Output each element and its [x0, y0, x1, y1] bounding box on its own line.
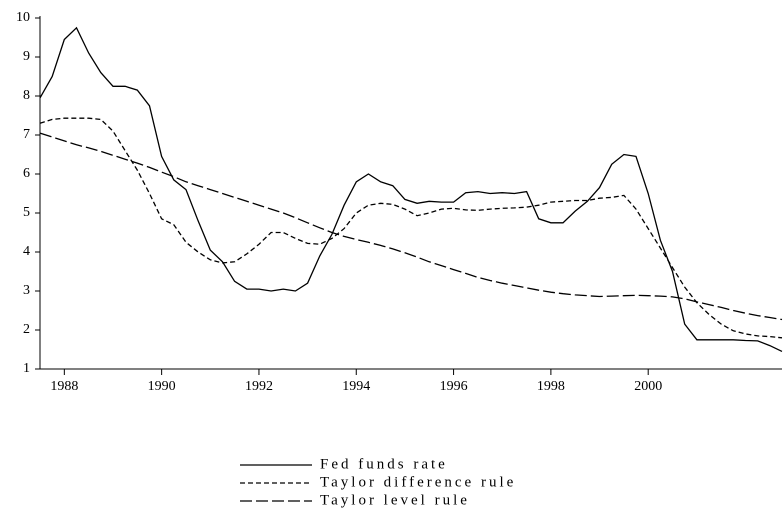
series-line: [39, 117, 783, 339]
y-tick-label: 2: [23, 322, 30, 337]
x-tick-label: 1988: [50, 379, 78, 394]
series-line: [39, 132, 783, 321]
x-tick-label: 2000: [634, 379, 662, 394]
y-tick-label: 1: [23, 361, 30, 376]
x-tick-label: 1996: [440, 379, 468, 394]
y-tick-label: 4: [23, 244, 30, 259]
y-tick-label: 9: [23, 49, 30, 64]
y-tick-label: 5: [23, 205, 30, 220]
x-tick-label: 1992: [245, 379, 273, 394]
y-tick-label: 6: [23, 166, 30, 181]
x-tick-label: 1990: [148, 379, 176, 394]
y-tick-label: 7: [23, 127, 30, 142]
y-tick-label: 3: [23, 283, 30, 298]
legend-label: Fed funds rate: [320, 456, 448, 472]
y-tick-label: 8: [23, 88, 30, 103]
series-line: [39, 26, 783, 352]
y-tick-label: 10: [16, 10, 30, 25]
x-tick-label: 1998: [537, 379, 565, 394]
legend-label: Taylor level rule: [320, 492, 470, 508]
legend-label: Taylor difference rule: [320, 474, 516, 490]
x-tick-label: 1994: [342, 379, 370, 394]
